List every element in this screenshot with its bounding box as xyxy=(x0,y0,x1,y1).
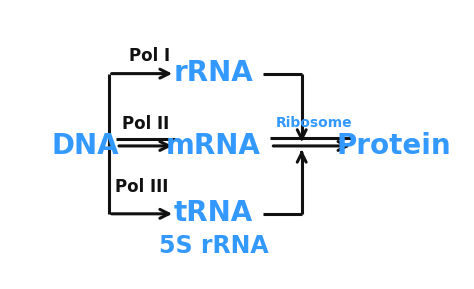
Text: Pol I: Pol I xyxy=(128,47,170,65)
Text: mRNA: mRNA xyxy=(166,132,261,160)
Text: Pol III: Pol III xyxy=(115,178,169,196)
Text: DNA: DNA xyxy=(51,132,119,160)
Text: Protein: Protein xyxy=(336,132,451,160)
Text: Pol II: Pol II xyxy=(122,115,169,133)
Text: tRNA: tRNA xyxy=(174,199,253,227)
Text: 5S rRNA: 5S rRNA xyxy=(159,234,268,258)
Text: rRNA: rRNA xyxy=(173,58,254,86)
Text: Ribosome: Ribosome xyxy=(276,116,353,129)
